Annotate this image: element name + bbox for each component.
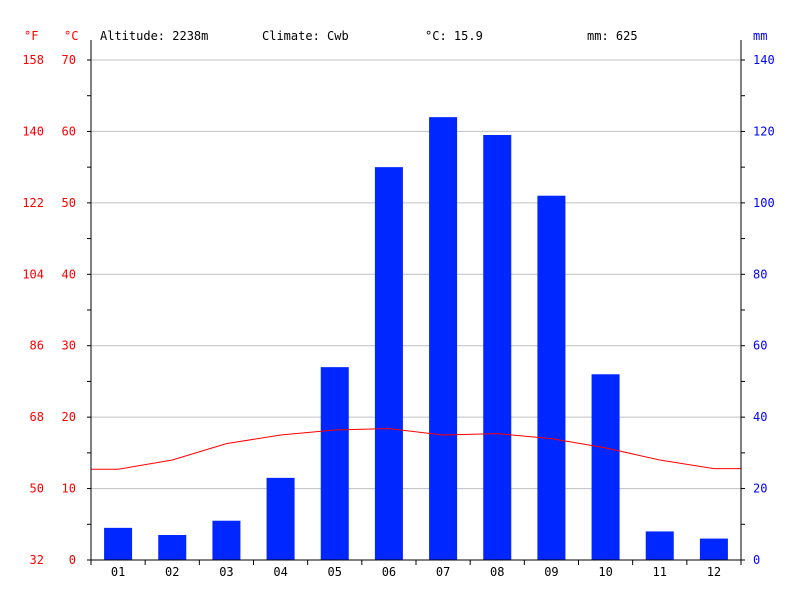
precipitation-tick-label: 80	[753, 267, 767, 281]
celsius-tick-label: 70	[62, 53, 76, 67]
celsius-unit-label: °C	[64, 29, 78, 43]
celsius-tick-label: 50	[62, 196, 76, 210]
climate-label: Climate: Cwb	[262, 29, 349, 43]
celsius-tick-label: 40	[62, 267, 76, 281]
axes	[87, 40, 745, 565]
precipitation-bar	[537, 195, 566, 560]
celsius-tick-label: 10	[62, 482, 76, 496]
total-precipitation-label: mm: 625	[587, 29, 638, 43]
fahrenheit-tick-label: 140	[22, 124, 44, 138]
fahrenheit-tick-label: 104	[22, 267, 44, 281]
month-label: 01	[111, 565, 125, 579]
fahrenheit-tick-label: 86	[30, 339, 44, 353]
precipitation-bar	[104, 527, 133, 560]
altitude-label: Altitude: 2238m	[100, 29, 208, 43]
mean-temperature-label: °C: 15.9	[425, 29, 483, 43]
precipitation-bar	[320, 367, 349, 560]
fahrenheit-tick-label: 158	[22, 53, 44, 67]
month-label: 11	[653, 565, 667, 579]
celsius-tick-label: 30	[62, 339, 76, 353]
precipitation-tick-label: 120	[753, 124, 775, 138]
precipitation-tick-label: 140	[753, 53, 775, 67]
temperature-line-group	[91, 428, 741, 470]
month-label: 09	[544, 565, 558, 579]
grid-lines	[91, 59, 741, 490]
precipitation-bars	[104, 117, 728, 561]
precipitation-bar	[266, 477, 295, 560]
precipitation-bar	[483, 135, 512, 560]
precipitation-tick-label: 60	[753, 339, 767, 353]
precipitation-bar	[374, 167, 403, 560]
month-label: 02	[165, 565, 179, 579]
month-label: 07	[436, 565, 450, 579]
month-label: 08	[490, 565, 504, 579]
mm-unit-label: mm	[753, 29, 767, 43]
fahrenheit-tick-label: 32	[30, 553, 44, 567]
precipitation-bar	[645, 531, 674, 560]
month-label: 06	[382, 565, 396, 579]
precipitation-tick-label: 20	[753, 482, 767, 496]
month-label: 05	[328, 565, 342, 579]
precipitation-bar	[158, 535, 187, 560]
fahrenheit-tick-label: 68	[30, 410, 44, 424]
month-label: 12	[707, 565, 721, 579]
fahrenheit-tick-label: 50	[30, 482, 44, 496]
precipitation-bar	[429, 117, 458, 561]
celsius-tick-label: 60	[62, 124, 76, 138]
precipitation-bar	[212, 520, 241, 560]
celsius-tick-label: 0	[69, 553, 76, 567]
celsius-tick-label: 20	[62, 410, 76, 424]
month-label: 10	[598, 565, 612, 579]
fahrenheit-unit-label: °F	[24, 29, 38, 43]
precipitation-tick-label: 0	[753, 553, 760, 567]
precipitation-bar	[699, 538, 728, 560]
temperature-line	[91, 428, 741, 470]
precipitation-tick-label: 40	[753, 410, 767, 424]
month-label: 04	[273, 565, 287, 579]
precipitation-bar	[591, 374, 620, 560]
month-label: 03	[219, 565, 233, 579]
precipitation-tick-label: 100	[753, 196, 775, 210]
fahrenheit-tick-label: 122	[22, 196, 44, 210]
